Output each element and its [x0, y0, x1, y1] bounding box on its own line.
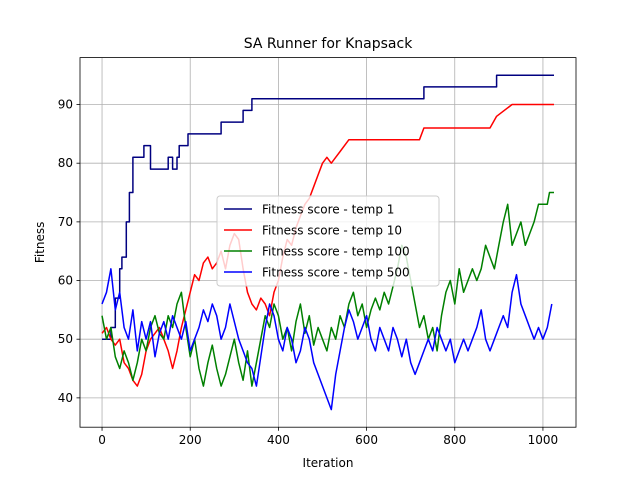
legend-label-2: Fitness score - temp 10 [262, 224, 402, 238]
x-tick-label: 200 [179, 433, 202, 447]
y-tick-label: 50 [58, 332, 73, 346]
legend-box [216, 195, 440, 287]
x-tick-label: 400 [267, 433, 290, 447]
legend-label-3: Fitness score - temp 100 [262, 245, 410, 259]
series-line-3 [101, 191, 554, 387]
series-line-1 [102, 74, 554, 340]
x-tick-label: 600 [355, 433, 378, 447]
y-tick-label: 40 [58, 391, 73, 405]
y-tick-label: 80 [58, 156, 73, 170]
x-tick-label: 1000 [528, 433, 559, 447]
x-tick-label: 800 [443, 433, 466, 447]
chart-title: SA Runner for Knapsack [244, 36, 414, 52]
y-tick-label: 60 [58, 274, 73, 288]
series-line-4 [101, 268, 553, 411]
legend-label-1: Fitness score - temp 1 [262, 203, 394, 217]
legend: Fitness score - temp 1 Fitness score - te… [216, 195, 440, 287]
y-tick-label: 90 [58, 98, 73, 112]
y-tick-label: 70 [58, 215, 73, 229]
legend-label-4: Fitness score - temp 500 [262, 266, 410, 280]
x-axis-title: Iteration [303, 456, 354, 470]
y-axis-title: Fitness [33, 222, 47, 264]
axis-ticks: 0 200 400 600 800 1000 40 50 60 70 80 90 [58, 98, 558, 448]
plot-frame [79, 57, 577, 428]
x-tick-label: 0 [98, 433, 106, 447]
